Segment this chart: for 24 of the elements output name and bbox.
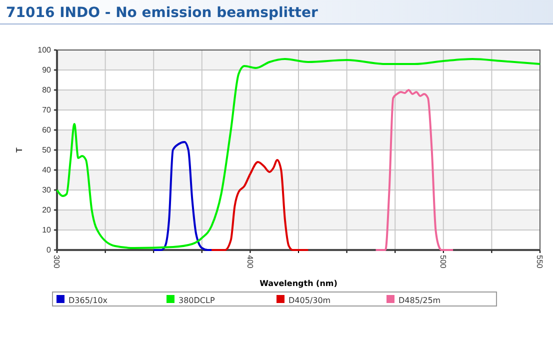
x-tick-label: 500 (438, 255, 448, 269)
legend-label: D405/30m (288, 296, 331, 305)
y-tick-label: 50 (42, 146, 52, 155)
line-series (374, 89, 454, 251)
x-tick-label: 550 (535, 255, 544, 269)
y-tick-label: 30 (42, 186, 52, 195)
y-tick-label: 40 (42, 166, 52, 175)
y-axis-title: T (15, 147, 24, 154)
line-series (210, 159, 310, 251)
legend-label: D365/10x (68, 296, 108, 305)
x-tick-label: 400 (245, 255, 254, 269)
legend-label: 380DCLP (178, 296, 215, 305)
y-tick-label: 10 (42, 226, 52, 235)
x-axis-title: Wavelength (nm) (260, 279, 338, 288)
y-tick-label: 100 (38, 46, 52, 55)
legend-label: D485/25m (398, 296, 441, 305)
y-tick-label: 80 (42, 86, 52, 95)
y-tick-label: 90 (42, 66, 52, 75)
x-tick-label: 300 (52, 255, 62, 269)
y-tick-label: 20 (42, 206, 52, 215)
y-tick-label: 70 (42, 106, 52, 115)
y-tick-label: 60 (42, 126, 52, 135)
chart-title: 71016 INDO - No emission beamsplitter (6, 5, 318, 21)
y-tick-label: 0 (46, 246, 52, 255)
